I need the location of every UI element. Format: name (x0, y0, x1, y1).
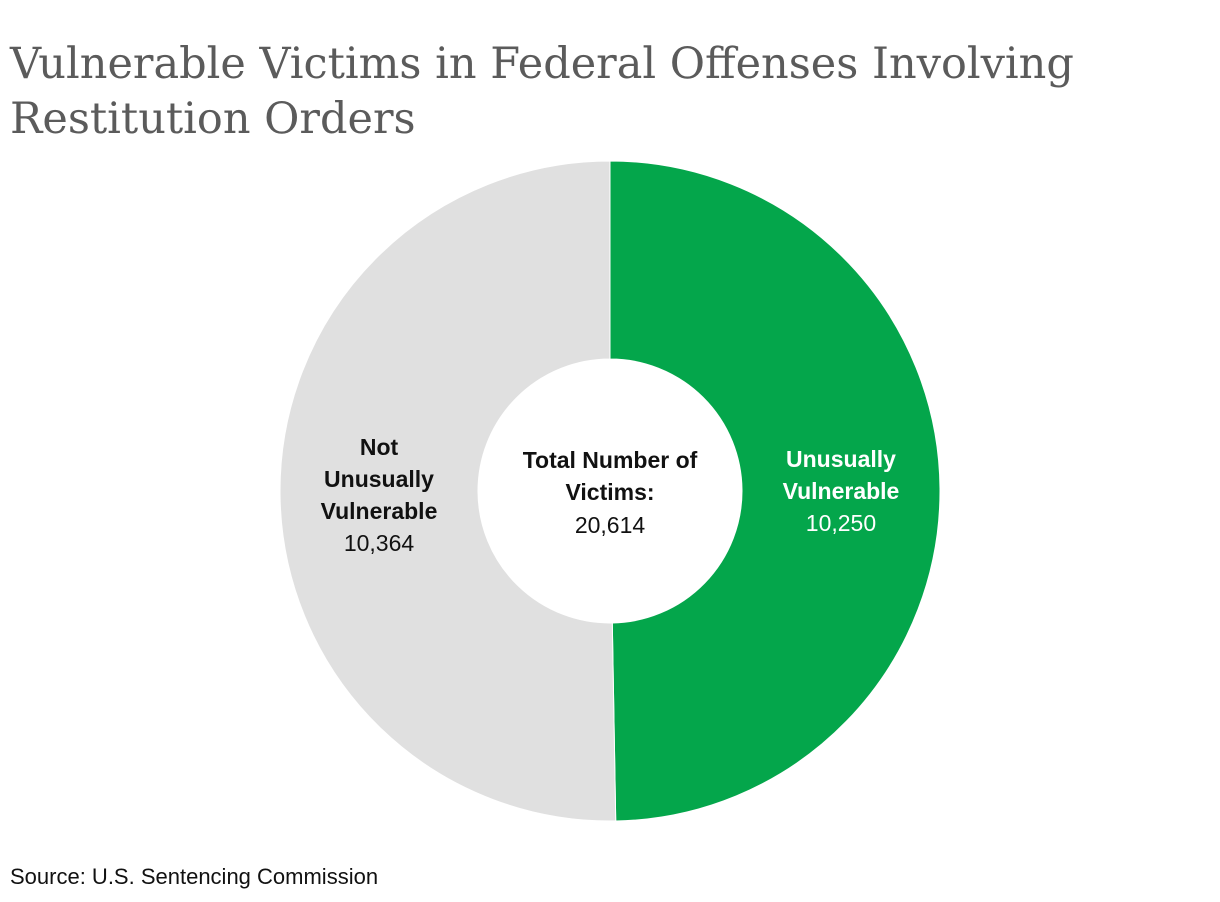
slice-label-line: Unusually (786, 446, 896, 472)
slice-label-line: Not (360, 434, 399, 460)
center-label: Total Number of Victims: 20,614 (523, 447, 698, 538)
slice-label-unusually-vulnerable: Unusually Vulnerable 10,250 (783, 446, 900, 536)
center-total-value: 20,614 (575, 512, 646, 538)
chart-title-line-1: Vulnerable Victims in Federal Offenses I… (10, 38, 1074, 89)
chart-title-line-2: Restitution Orders (10, 93, 416, 144)
source-note: Source: U.S. Sentencing Commission (10, 864, 379, 889)
slice-label-line: Unusually (324, 466, 434, 492)
slice-value-label: 10,250 (806, 510, 876, 536)
slice-value-label: 10,364 (344, 530, 415, 556)
chart-title: Vulnerable Victims in Federal Offenses I… (10, 37, 1190, 147)
donut-slice-not-unusually-vulnerable (279, 160, 617, 822)
center-label-line-1: Total Number of (523, 447, 698, 473)
slice-label-not-unusually-vulnerable: Not Unusually Vulnerable 10,364 (321, 434, 438, 556)
slice-label-line: Vulnerable (783, 478, 900, 504)
slice-label-line: Vulnerable (321, 498, 438, 524)
donut-slices (279, 160, 941, 822)
donut-slice-unusually-vulnerable (609, 160, 941, 822)
center-label-line-2: Victims: (565, 479, 654, 505)
slice-labels: Unusually Vulnerable 10,250 Not Unusually Vul… (321, 434, 900, 556)
